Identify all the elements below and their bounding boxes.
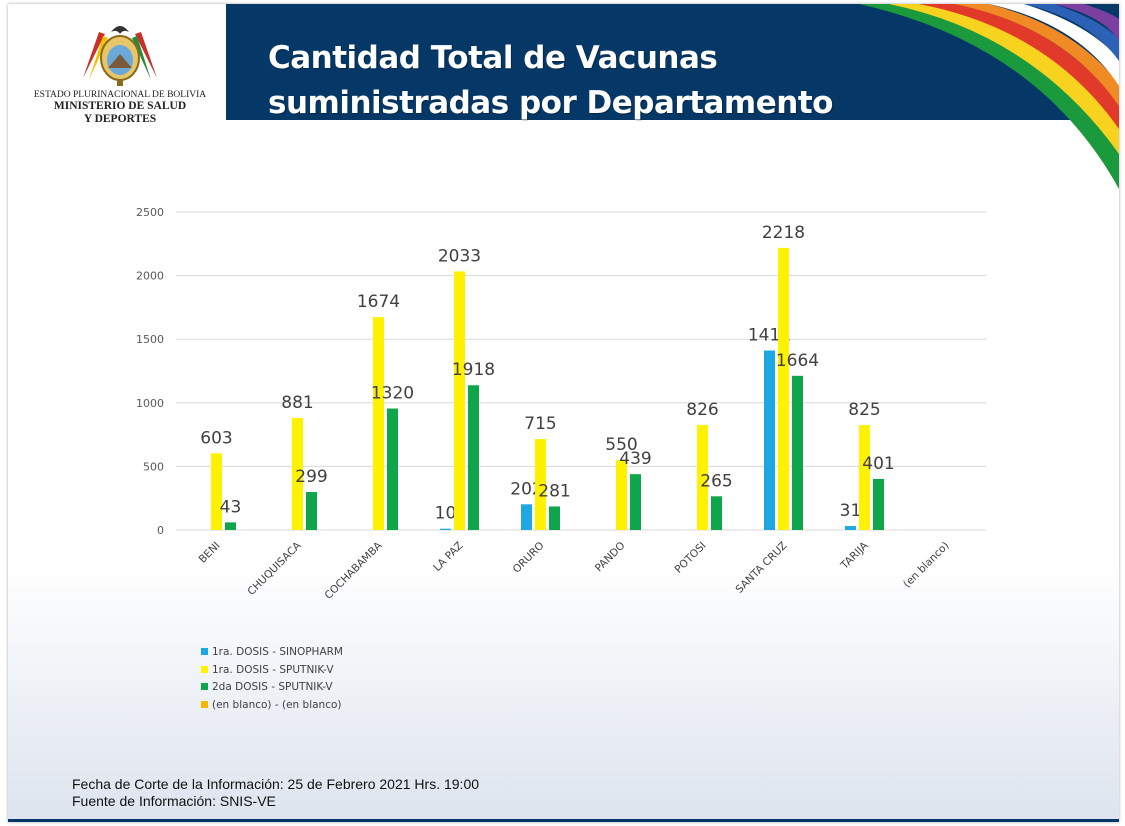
bar [387, 408, 398, 530]
bar [373, 317, 384, 530]
x-tick-label: TARIJA [838, 539, 871, 572]
legend-item: 2da DOSIS - SPUTNIK-V [201, 679, 343, 697]
data-label: 401 [862, 454, 894, 474]
legend-swatch [201, 700, 208, 708]
data-label: 881 [281, 393, 313, 413]
bar [306, 491, 317, 530]
y-tick-label: 0 [157, 524, 164, 537]
data-label: 1674 [357, 292, 400, 312]
bar [292, 417, 303, 530]
legend-label: 1ra. DOSIS - SPUTNIK-V [212, 663, 334, 676]
data-label: 1664 [776, 351, 819, 371]
data-label: 299 [295, 467, 327, 487]
data-label: 826 [686, 400, 718, 420]
data-label: 10 [435, 504, 457, 524]
vaccines-bar-chart: 0 500 1000 1500 2000 2500 603 43 BENI 881 299 CHUQU… [136, 206, 986, 602]
x-tick-label: PANDO [593, 540, 628, 575]
data-label: 715 [524, 414, 556, 434]
bar [535, 439, 546, 530]
data-label: 1320 [371, 384, 414, 404]
bar [859, 425, 870, 530]
bar [845, 526, 856, 530]
data-label: 43 [220, 497, 242, 517]
data-label: 603 [200, 428, 232, 448]
data-label: 550 [605, 435, 637, 455]
legend-item: 1ra. DOSIS - SINOPHARM [201, 644, 343, 662]
bar [630, 474, 641, 530]
bar [521, 504, 532, 530]
legend-item: (en blanco) - (en blanco) [201, 697, 343, 715]
legend-swatch [201, 683, 208, 690]
org-line-1: ESTADO PLURINACIONAL DE BOLIVIA [33, 90, 207, 100]
bar [697, 424, 708, 530]
y-tick-label: 1500 [136, 333, 164, 346]
data-label: 825 [848, 400, 880, 420]
bar [616, 460, 627, 530]
x-tick-label: (en blanco) [901, 540, 952, 591]
bar [873, 478, 884, 530]
footer: Fecha de Corte de la Información: 25 de … [72, 776, 479, 810]
legend-swatch [201, 665, 208, 673]
slide: Cantidad Total de Vacunas suministradas p… [8, 4, 1119, 822]
y-tick-label: 2500 [136, 206, 164, 219]
legend-label: (en blanco) - (en blanco) [212, 698, 342, 711]
ministry-logo: ESTADO PLURINACIONAL DE BOLIVIA MINISTER… [20, 18, 220, 138]
bar [454, 271, 465, 530]
bar [711, 496, 722, 530]
data-label: 31 [840, 501, 862, 521]
data-label: 281 [538, 481, 570, 501]
y-tick-label: 500 [143, 460, 164, 473]
legend-item: 1ra. DOSIS - SPUTNIK-V [201, 662, 343, 680]
source-text: Fuente de Información: SNIS-VE [72, 793, 276, 809]
data-label: 2033 [438, 246, 481, 266]
x-tick-label: SANTA CRUZ [734, 540, 790, 596]
bar [778, 247, 789, 530]
bolivia-coat-of-arms-icon [83, 26, 157, 86]
wiphala-ribbon-decoration [859, 4, 1119, 189]
bar [225, 522, 236, 530]
x-tick-label: ORURO [511, 540, 547, 576]
data-label: 265 [700, 471, 732, 491]
bar [211, 453, 222, 530]
org-line-3: Y DEPORTES [83, 113, 157, 125]
x-tick-label: CHUQUISACA [245, 539, 304, 598]
title-line-2: suministradas por Departamento [268, 85, 833, 121]
cutoff-date-text: Fecha de Corte de la Información: 25 de … [72, 776, 480, 792]
bar [440, 528, 451, 530]
x-tick-label: LA PAZ [431, 540, 465, 574]
data-label: 202 [510, 479, 542, 499]
bar [468, 385, 479, 530]
data-label: 439 [619, 449, 651, 469]
legend-swatch [201, 648, 208, 655]
y-tick-label: 2000 [136, 270, 164, 283]
data-label: 1918 [452, 360, 495, 380]
title-line-1: Cantidad Total de Vacunas [268, 40, 718, 76]
x-tick-label: COCHABAMBA [323, 539, 386, 602]
bar [549, 506, 560, 530]
legend-label: 1ra. DOSIS - SINOPHARM [212, 646, 343, 658]
y-tick-label: 1000 [136, 397, 164, 410]
legend-label: 2da DOSIS - SPUTNIK-V [212, 681, 333, 693]
bar [764, 350, 775, 530]
bottom-bar [8, 819, 1119, 822]
org-line-2: MINISTERIO DE SALUD [53, 100, 187, 112]
chart-legend: 1ra. DOSIS - SINOPHARM 1ra. DOSIS - SPUTN… [201, 644, 343, 714]
data-label: 2218 [762, 223, 805, 243]
bar [792, 375, 803, 530]
page-title: Cantidad Total de Vacunas suministradas p… [268, 36, 833, 126]
x-tick-label: BENI [197, 540, 223, 566]
x-tick-label: POTOSI [673, 540, 709, 576]
